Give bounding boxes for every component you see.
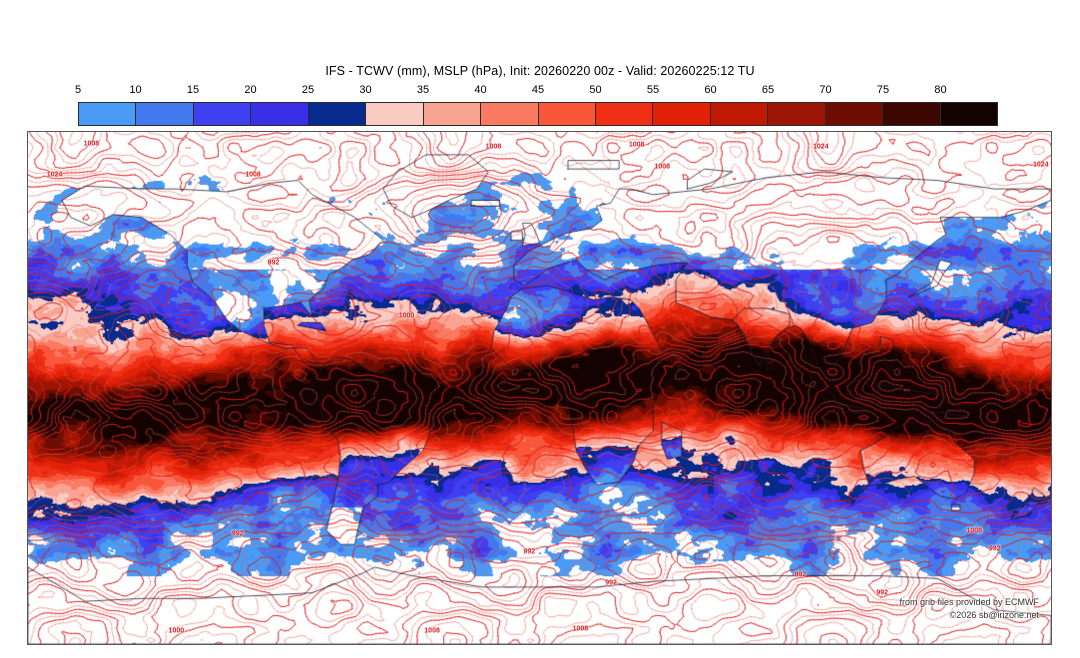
colorbar-segment-65 <box>768 103 826 125</box>
isobar-label: 1024 <box>46 171 63 179</box>
colorbar-segment-45 <box>538 103 596 125</box>
colorbar-tick-35: 35 <box>416 84 430 96</box>
isobar-label: 1008 <box>485 143 502 151</box>
colorbar-tick-10: 10 <box>129 84 142 96</box>
colorbar-segment-50 <box>595 103 654 125</box>
isobar-label: 1008 <box>628 141 645 149</box>
isobar-label: 1024 <box>813 143 829 151</box>
colorbar-tick-65: 65 <box>761 84 775 96</box>
tcwv-mslp-map-canvas[interactable] <box>28 132 1051 644</box>
colorbar-segment-60 <box>710 103 769 125</box>
colorbar-tick-40: 40 <box>474 84 487 96</box>
isobar-label: 1008 <box>966 527 983 535</box>
colorbar-tick-55: 55 <box>646 84 660 96</box>
colorbar-segment-5 <box>79 103 137 125</box>
colorbar-tick-50: 50 <box>589 84 602 96</box>
isobar-label: 1008 <box>245 171 261 179</box>
colorbar-swatches <box>78 102 998 126</box>
colorbar-tick-5: 5 <box>74 84 82 96</box>
colorbar-tick-80: 80 <box>934 84 947 96</box>
colorbar-segment-40 <box>481 103 539 125</box>
colorbar-tick-60: 60 <box>704 84 717 96</box>
colorbar-segment-10 <box>136 103 194 125</box>
colorbar-segment-55 <box>653 103 711 125</box>
isobar-label: 1024 <box>1032 161 1049 169</box>
colorbar-tick-25: 25 <box>301 84 315 96</box>
isobar-label: 992 <box>231 530 244 538</box>
colorbar-segment-15 <box>193 103 252 125</box>
page-title: IFS - TCWV (mm), MSLP (hPa), Init: 20260… <box>325 64 755 78</box>
colorbar-segment-20 <box>251 103 309 125</box>
colorbar-tick-45: 45 <box>531 84 545 96</box>
colorbar-segment-80 <box>940 103 997 125</box>
isobar-label: 992 <box>523 548 536 556</box>
isobar-label: 992 <box>794 571 807 579</box>
isobar-label: 1008 <box>83 140 100 148</box>
colorbar-tick-20: 20 <box>244 84 257 96</box>
isobar-label: 992 <box>876 589 889 597</box>
colorbar-tick-labels: 5 10 15 20 25 30 35 40 45 50 55 60 65 70 75 80 <box>74 84 998 100</box>
isobar-label: 992 <box>605 579 617 587</box>
colorbar-tick-75: 75 <box>876 84 890 96</box>
colorbar-segment-30 <box>366 103 424 125</box>
isobar-label: 1008 <box>654 163 671 171</box>
isobar-label: 992 <box>988 545 1001 553</box>
colorbar-segment-35 <box>423 103 482 125</box>
isobar-label: 1008 <box>424 627 440 635</box>
isobar-label: 1000 <box>398 312 415 320</box>
colorbar-tick-30: 30 <box>359 84 372 96</box>
map-panel[interactable]: 1008 1024 1008 1008 1024 1024 1008 1008 992 1000 9… <box>27 131 1052 645</box>
colorbar-segment-75 <box>883 103 941 125</box>
isobar-label: 992 <box>267 259 280 267</box>
colorbar-tick-15: 15 <box>186 84 200 96</box>
colorbar: 5 10 15 20 25 30 35 40 45 50 55 60 65 70 75 80 <box>74 84 998 128</box>
colorbar-segment-25 <box>308 103 367 125</box>
colorbar-tick-70: 70 <box>819 84 832 96</box>
isobar-label: 1008 <box>572 625 589 633</box>
isobar-label: 1000 <box>168 627 185 635</box>
colorbar-segment-70 <box>825 103 884 125</box>
